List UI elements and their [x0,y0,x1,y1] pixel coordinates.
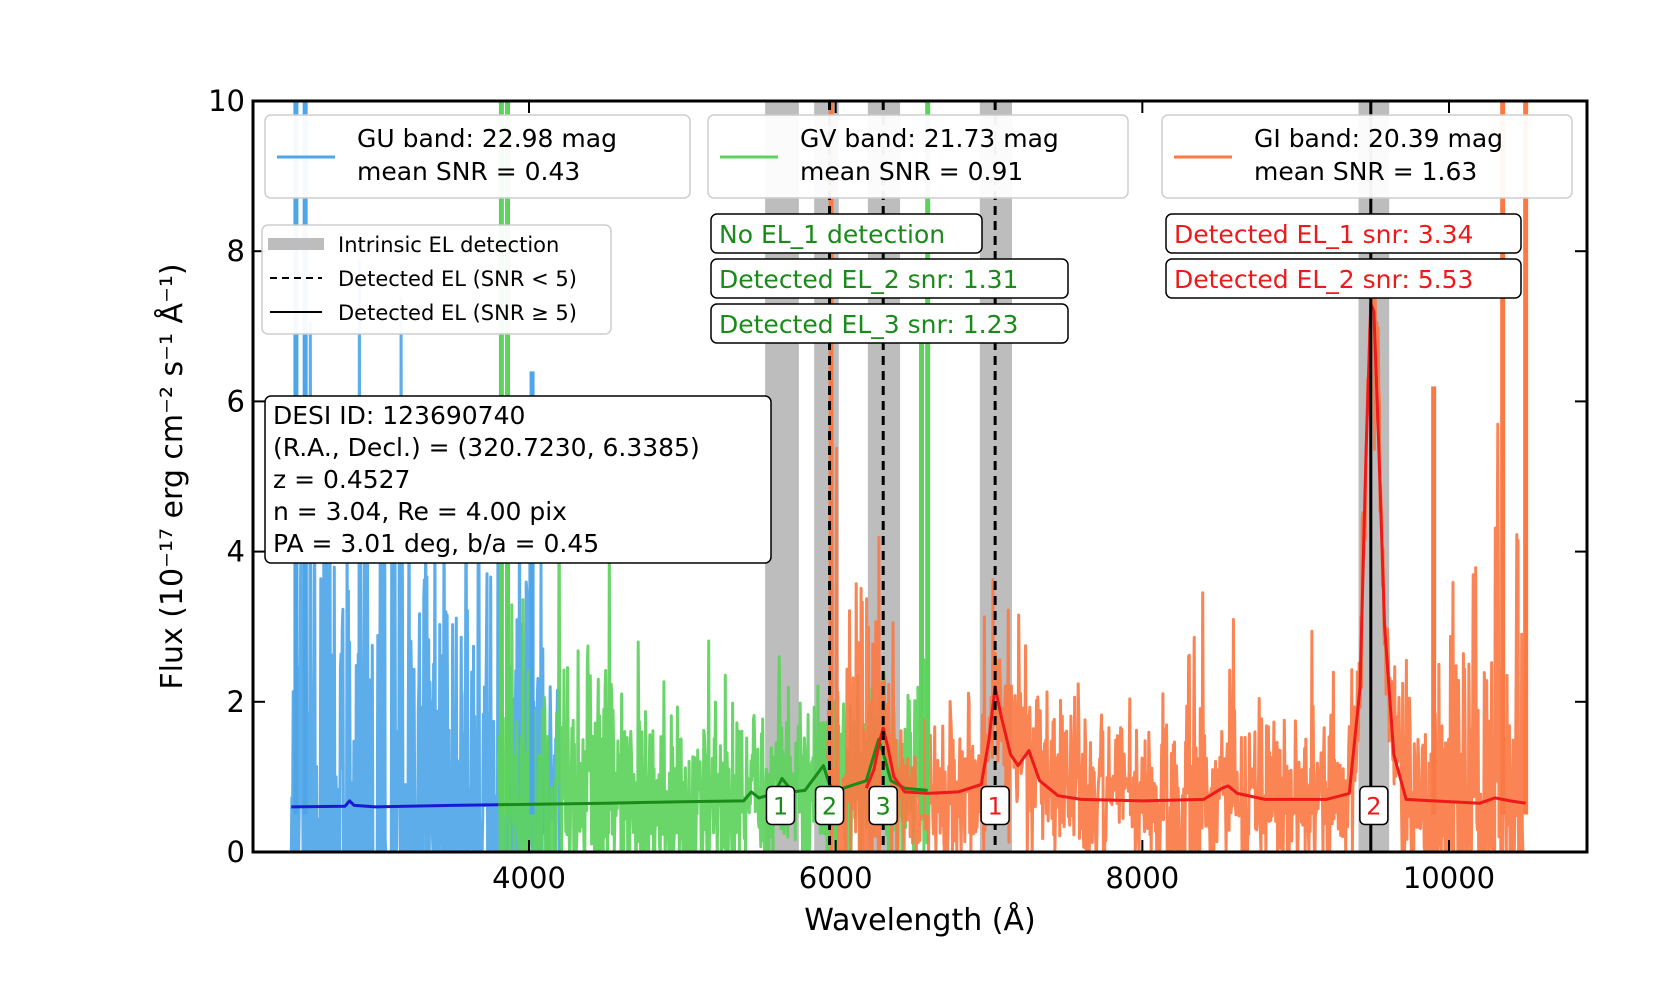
y-tick-label: 2 [227,685,245,719]
info-line: (R.A., Decl.) = (320.7230, 6.3385) [273,433,700,462]
info-box: DESI ID: 123690740 (R.A., Decl.) = (320.7… [264,395,772,564]
axes: 4000 6000 8000 10000 0 2 4 6 8 10 Wavelength (Å) Fl… [154,84,1589,938]
detection-box [710,258,1069,299]
legend-box [264,114,691,199]
el-marker: 1 [980,785,1010,826]
marker-label: 1 [987,792,1002,820]
legend-box [707,114,1129,199]
info-line: z = 0.4527 [273,465,410,494]
marker-box [1359,785,1389,826]
style-legend-box [261,224,612,335]
x-tick-label: 8000 [1105,861,1179,895]
detection-box [710,303,1069,344]
detection-text: Detected EL_3 snr: 1.23 [719,310,1018,339]
legend-snr-label: mean SNR = 0.43 [357,157,580,186]
detection-label: Detected EL_2 snr: 1.31 [710,258,1069,299]
marker-box [765,785,796,826]
detection-label: Detected EL_1 snr: 3.34 [1165,213,1522,254]
detection-text: Detected EL_2 snr: 1.31 [719,265,1018,294]
model-spectrum-1 [291,799,499,809]
info-box-frame [264,395,772,564]
detection-text: Detected EL_1 snr: 3.34 [1174,220,1473,249]
detection-box [710,213,983,254]
el-markers: 1 2 3 1 2 [765,785,1389,826]
style-legend-label: Intrinsic EL detection [338,233,559,257]
noisy-spectra [289,101,1529,854]
y-tick-label: 0 [227,835,245,869]
style-swatch-band [268,238,324,250]
legend-snr-label: mean SNR = 1.63 [1254,157,1477,186]
x-axis-title: Wavelength (Å) [804,902,1035,938]
info-line: n = 3.04, Re = 4.00 pix [273,497,567,526]
el-marker: 1 [765,785,796,826]
legend-band-label: GV band: 21.73 mag [800,124,1059,153]
y-tick-label: 4 [227,535,245,569]
el-marker: 2 [814,785,845,826]
marker-box [868,785,898,826]
style-legend-label: Detected EL (SNR < 5) [338,267,577,291]
legend-snr-label: mean SNR = 0.91 [800,157,1023,186]
el-marker: 2 [1359,785,1389,826]
detection-text: No EL_1 detection [719,220,945,249]
legend-band-label: GU band: 22.98 mag [357,124,617,153]
plot-frame [251,99,1589,854]
model-spectrum-3 [864,302,1526,805]
marker-label: 2 [822,792,837,820]
style-legend: Intrinsic EL detection Detected EL (SNR <… [261,224,612,335]
band-legend-1: GU band: 22.98 mag mean SNR = 0.43 [264,114,691,199]
style-legend-label: Detected EL (SNR ≥ 5) [338,301,577,325]
noisy-spectrum-3 [826,267,1527,854]
el-marker: 3 [868,785,898,826]
legends: GU band: 22.98 mag mean SNR = 0.43 GV band… [261,114,1573,335]
marker-label: 3 [876,792,891,820]
y-axis-title: Flux (10⁻¹⁷ erg cm⁻² s⁻¹ Å⁻¹) [154,263,190,689]
detection-box [1165,213,1522,254]
legend-box [1161,114,1573,199]
x-tick-label: 4000 [492,861,566,895]
detection-label: No EL_1 detection [710,213,983,254]
marker-box [814,785,845,826]
marker-label: 1 [773,792,788,820]
x-tick-label: 10000 [1403,861,1495,895]
y-tick-label: 8 [227,234,245,268]
detection-label: Detected EL_2 snr: 5.53 [1165,258,1522,299]
detection-labels: No EL_1 detection Detected EL_2 snr: 1.31… [710,213,1522,344]
detection-text: Detected EL_2 snr: 5.53 [1174,265,1473,294]
band-legend-2: GV band: 21.73 mag mean SNR = 0.91 [707,114,1129,199]
legend-band-label: GI band: 20.39 mag [1254,124,1503,153]
y-tick-label: 10 [208,84,245,118]
detection-box [1165,258,1522,299]
detection-label: Detected EL_3 snr: 1.23 [710,303,1069,344]
info-line: DESI ID: 123690740 [273,401,525,430]
marker-label: 2 [1366,792,1381,820]
marker-box [980,785,1010,826]
x-tick-label: 6000 [799,861,873,895]
y-tick-label: 6 [227,384,245,418]
info-line: PA = 3.01 deg, b/a = 0.45 [273,529,599,558]
band-legend-3: GI band: 20.39 mag mean SNR = 1.63 [1161,114,1573,199]
